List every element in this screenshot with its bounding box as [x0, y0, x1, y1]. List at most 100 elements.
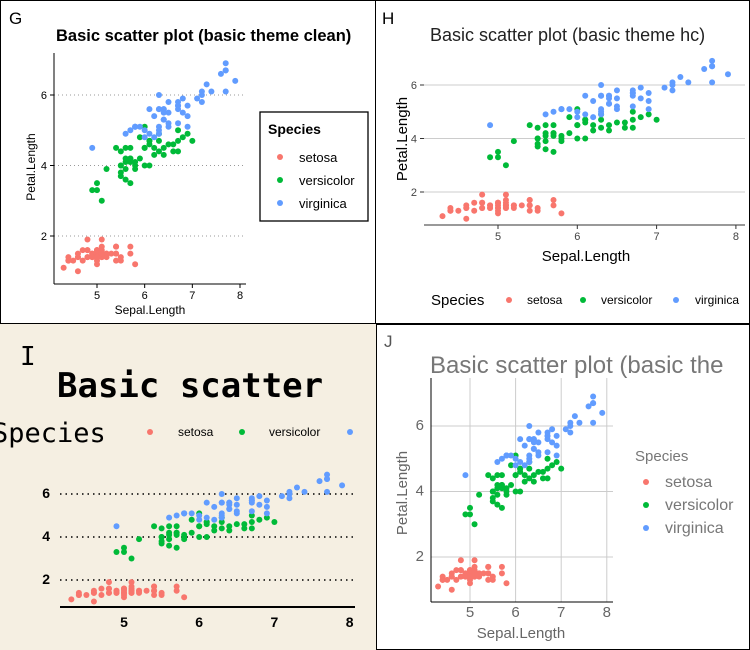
- data-point-virginica: [590, 114, 596, 120]
- data-point-virginica: [166, 120, 172, 126]
- data-point-setosa: [558, 210, 564, 216]
- data-point-virginica: [264, 504, 270, 510]
- panel-g: G 5 6 7 8 2 4 6 Basic scatter plot (basic theme…: [0, 0, 376, 324]
- x-tick-label: 6: [511, 604, 519, 621]
- data-point-virginica: [218, 71, 224, 77]
- data-point-virginica: [234, 508, 240, 514]
- data-point-versicolor: [127, 180, 133, 186]
- data-point-virginica: [646, 106, 652, 112]
- y-tick-label: 6: [41, 90, 47, 102]
- data-point-virginica: [324, 489, 330, 495]
- data-point-setosa: [435, 583, 441, 589]
- data-point-virginica: [219, 491, 225, 497]
- data-point-virginica: [513, 462, 519, 468]
- data-point-setosa: [503, 192, 509, 198]
- data-point-virginica: [598, 82, 604, 88]
- data-point-setosa: [84, 247, 90, 253]
- data-point-setosa: [174, 583, 180, 589]
- data-point-virginica: [249, 508, 255, 514]
- data-point-versicolor: [467, 505, 473, 511]
- data-point-virginica: [156, 106, 162, 112]
- data-point-virginica: [142, 134, 148, 140]
- data-point-versicolor: [146, 141, 152, 147]
- data-point-versicolor: [175, 127, 181, 133]
- data-point-versicolor: [551, 133, 557, 139]
- data-point-versicolor: [543, 130, 549, 136]
- data-point-versicolor: [566, 130, 572, 136]
- data-point-setosa: [499, 564, 505, 570]
- data-point-setosa: [132, 261, 138, 267]
- data-point-virginica: [146, 131, 152, 137]
- data-point-setosa: [151, 588, 157, 594]
- data-point-virginica: [317, 478, 323, 484]
- data-point-virginica: [662, 85, 668, 91]
- data-point-versicolor: [490, 475, 496, 481]
- y-tick-label: 6: [42, 485, 50, 501]
- data-point-virginica: [232, 78, 238, 84]
- data-point-setosa: [98, 586, 104, 592]
- data-point-setosa: [127, 244, 133, 250]
- data-point-virginica: [590, 400, 596, 406]
- data-point-setosa: [61, 265, 67, 271]
- data-point-versicolor: [166, 530, 172, 536]
- data-point-versicolor: [241, 525, 247, 531]
- data-point-virginica: [161, 117, 167, 123]
- data-point-virginica: [142, 127, 148, 133]
- legend-title: Species: [431, 292, 484, 309]
- data-point-virginica: [638, 95, 644, 101]
- x-tick-label: 6: [195, 614, 203, 630]
- data-point-versicolor: [249, 525, 255, 531]
- data-point-versicolor: [495, 154, 501, 160]
- panel-i: I 5 6 7 8 2 4 6 Basic scatter Species setosa versi…: [0, 324, 376, 650]
- data-point-versicolor: [566, 114, 572, 120]
- data-point-setosa: [458, 574, 464, 580]
- legend-label-versicolor: versicolor: [299, 173, 355, 188]
- legend-label-setosa: setosa: [178, 425, 214, 439]
- data-point-virginica: [113, 523, 119, 529]
- legend-key-setosa: [506, 297, 512, 303]
- data-point-setosa: [472, 567, 478, 573]
- data-point-versicolor: [113, 145, 119, 151]
- data-point-versicolor: [511, 138, 517, 144]
- data-point-virginica: [256, 493, 262, 499]
- data-point-versicolor: [490, 489, 496, 495]
- data-point-virginica: [137, 124, 143, 130]
- chart-j: 5 6 7 8246Basic scatter plot (basic theSepa…: [377, 325, 750, 650]
- data-point-versicolor: [249, 519, 255, 525]
- data-point-versicolor: [630, 125, 636, 131]
- data-point-virginica: [156, 127, 162, 133]
- data-point-versicolor: [606, 122, 612, 128]
- data-point-virginica: [487, 122, 493, 128]
- data-point-versicolor: [174, 523, 180, 529]
- data-point-virginica: [576, 420, 582, 426]
- data-point-versicolor: [189, 138, 195, 144]
- data-point-versicolor: [535, 125, 541, 131]
- data-point-versicolor: [522, 479, 528, 485]
- plot-group-g: 5 6 7 8246Basic scatter plot (basic theme c…: [24, 27, 368, 317]
- data-point-setosa: [495, 200, 501, 206]
- data-point-versicolor: [545, 456, 551, 462]
- data-point-setosa: [99, 237, 105, 243]
- data-point-versicolor: [166, 523, 172, 529]
- data-point-setosa: [108, 251, 114, 257]
- data-point-virginica: [526, 456, 532, 462]
- data-point-versicolor: [151, 152, 157, 158]
- x-tick-label: 8: [237, 290, 243, 302]
- data-point-versicolor: [94, 180, 100, 186]
- data-point-virginica: [211, 517, 217, 523]
- data-point-virginica: [264, 497, 270, 503]
- data-point-versicolor: [211, 528, 217, 534]
- data-point-virginica: [175, 120, 181, 126]
- data-point-virginica: [526, 423, 532, 429]
- data-point-virginica: [211, 504, 217, 510]
- data-point-setosa: [479, 200, 485, 206]
- data-point-setosa: [118, 258, 124, 264]
- data-point-virginica: [181, 510, 187, 516]
- data-point-virginica: [669, 87, 675, 93]
- data-point-versicolor: [127, 159, 133, 165]
- data-point-virginica: [590, 420, 596, 426]
- data-point-setosa: [159, 592, 165, 598]
- legend-label-virginica: virginica: [665, 520, 724, 537]
- data-point-virginica: [677, 74, 683, 80]
- data-point-virginica: [175, 103, 181, 109]
